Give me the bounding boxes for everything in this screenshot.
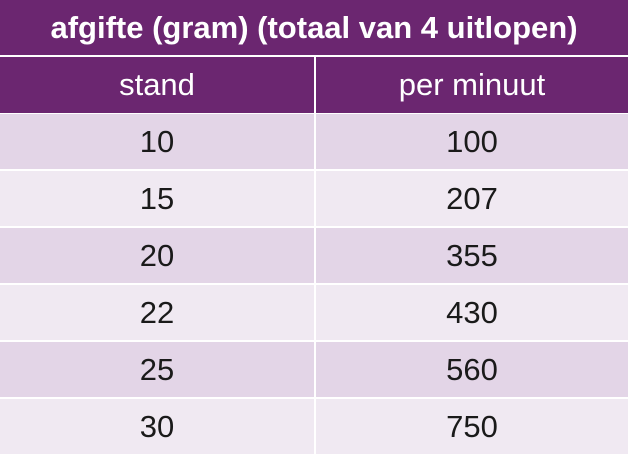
table-cell: 355	[316, 228, 628, 283]
table-cell: 20	[0, 228, 314, 283]
table-cell: 430	[316, 285, 628, 340]
table-cell: 10	[0, 114, 314, 169]
table-cell: 750	[316, 399, 628, 454]
table-cell: 30	[0, 399, 314, 454]
table-cell: 560	[316, 342, 628, 397]
column-header: per minuut	[316, 57, 628, 113]
table-cell: 25	[0, 342, 314, 397]
table-cell: 100	[316, 114, 628, 169]
table-cell: 15	[0, 171, 314, 226]
table-cell: 22	[0, 285, 314, 340]
column-header: stand	[0, 57, 314, 113]
table-title: afgifte (gram) (totaal van 4 uitlopen)	[0, 0, 628, 57]
table-cell: 207	[316, 171, 628, 226]
